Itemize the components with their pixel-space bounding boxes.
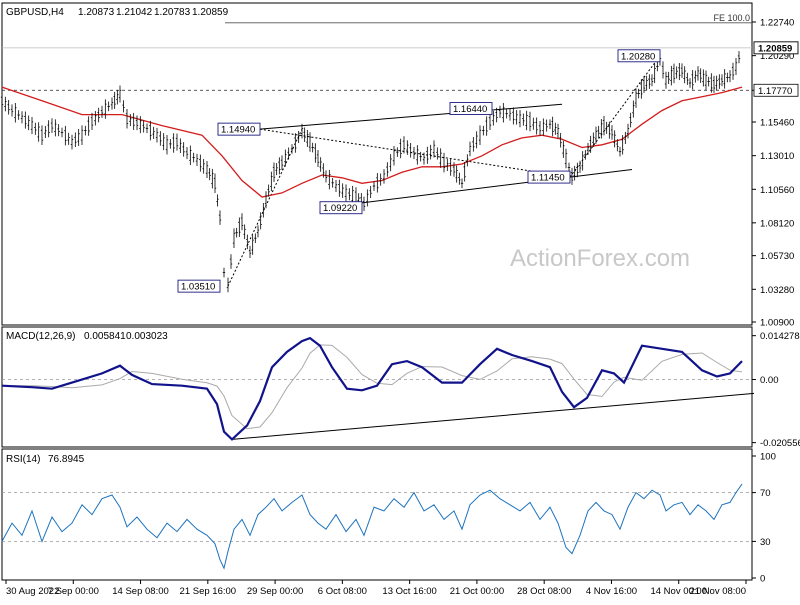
time-tick-label: 14 Nov 00:00: [650, 586, 707, 597]
annotation-label: 1.14940: [221, 125, 255, 136]
rsi-header-value: 76.8945: [48, 454, 85, 465]
macd-tick-label: 0.014278: [760, 331, 800, 342]
macd-axis-ticks: 0.014278 0.00 -0.020556: [752, 331, 800, 449]
annotation-label: 1.11450: [531, 173, 565, 184]
rsi-panel-frame: [1, 448, 753, 581]
moving-average-layer: [1, 86, 743, 198]
current-price-box: [753, 41, 799, 55]
current-price-label: 1.20859: [758, 43, 792, 54]
annotation-label: 1.03510: [181, 282, 215, 293]
current-price-marker: 1.20859: [2, 41, 799, 55]
annotation-box: [617, 49, 661, 63]
price-tick-label: 1.03280: [760, 285, 794, 296]
price-header-close: 1.20859: [192, 7, 229, 18]
rsi-tick-label: 100: [760, 452, 776, 463]
rsi-tick-label: 30: [760, 537, 771, 548]
annotation-box: [527, 170, 571, 184]
time-tick-label: 28 Oct 08:00: [517, 586, 571, 597]
price-tick-label: 1.00900: [760, 318, 794, 329]
macd-tick-label: 0.00: [760, 375, 779, 386]
price-levels: FE 100.0 1.17770: [2, 13, 799, 97]
level-label-fe-100: FE 100.0: [713, 13, 750, 23]
price-series-layer: [0, 51, 741, 293]
annotation-label: 1.16440: [453, 104, 487, 115]
rsi-tick-label: 70: [760, 488, 771, 499]
level-tag-box: [753, 83, 799, 97]
price-tick-label: 1.15460: [760, 118, 794, 129]
price-tick-label: 1.20290: [760, 51, 794, 62]
macd-trendline: [231, 392, 755, 440]
price-tick-label: 1.13010: [760, 151, 794, 162]
price-trendline-2: [259, 128, 571, 178]
annotation-box: [449, 102, 493, 115]
macd-series-layer: [1, 336, 743, 441]
moving-average-line: [1, 86, 743, 198]
macd-tick-label: -0.020556: [760, 438, 800, 449]
price-header-high: 1.21042: [116, 7, 153, 18]
rsi-header-name: RSI(14): [6, 454, 40, 465]
macd-header-name: MACD(12,26,9): [6, 331, 75, 342]
annotation-label: 1.09220: [323, 203, 357, 214]
rsi-line: [1, 483, 743, 570]
price-annotations: 1.14940 1.16440 1.09220 1.11450 1.03510 1.202…: [177, 49, 661, 293]
time-tick-label: 14 Sep 08:00: [112, 586, 169, 597]
price-trendline-3: [227, 128, 303, 287]
rsi-axis-ticks: 100 70 30 0: [752, 452, 776, 585]
time-tick-label: 30 Aug 2022: [6, 586, 59, 597]
time-tick-label: 21 Oct 00:00: [450, 586, 504, 597]
price-header-low: 1.20783: [154, 7, 191, 18]
price-axis-ticks: 1.22740 1.20290 1.17770 1.15460 1.13010 1.105…: [752, 18, 794, 329]
price-header-open: 1.20873: [78, 7, 115, 18]
time-tick-label: 21 Sep 16:00: [180, 586, 237, 597]
level-tag-label: 1.17770: [758, 86, 792, 97]
price-tick-label: 1.22740: [760, 18, 794, 29]
rsi-levels: [2, 492, 752, 542]
macd-main-line: [1, 336, 743, 441]
price-trendline-1: [321, 169, 633, 209]
time-tick-label: 29 Sep 00:00: [247, 586, 304, 597]
price-header-symbol: GBPUSD,H4: [6, 7, 64, 18]
macd-header-signal: 0.003023: [126, 331, 168, 342]
annotation-box: [177, 279, 221, 293]
rsi-tick-label: 0: [760, 574, 765, 585]
time-tick-label: 21 Nov 08:00: [689, 586, 746, 597]
macd-panel-frame: [1, 326, 753, 448]
watermark-text: ActionForex.com: [510, 245, 690, 272]
macd-header-main: 0.005841: [84, 331, 126, 342]
price-tick-label: 1.05730: [760, 251, 794, 262]
rsi-series-layer: [1, 483, 743, 570]
time-tick-label: 4 Nov 16:00: [586, 586, 637, 597]
price-trendline-0: [259, 103, 563, 130]
time-tick-label: 7 Sep 00:00: [48, 586, 99, 597]
time-tick-label: 13 Oct 16:00: [382, 586, 436, 597]
macd-signal-line: [2, 344, 743, 430]
price-tick-label: 1.08120: [760, 218, 794, 229]
annotation-box: [217, 122, 261, 136]
annotation-box: [319, 201, 363, 215]
price-tick-label: 1.10560: [760, 185, 794, 196]
annotation-label: 1.20280: [621, 51, 655, 62]
macd-trendline-0: [231, 392, 755, 440]
time-tick-label: 6 Oct 08:00: [318, 586, 367, 597]
